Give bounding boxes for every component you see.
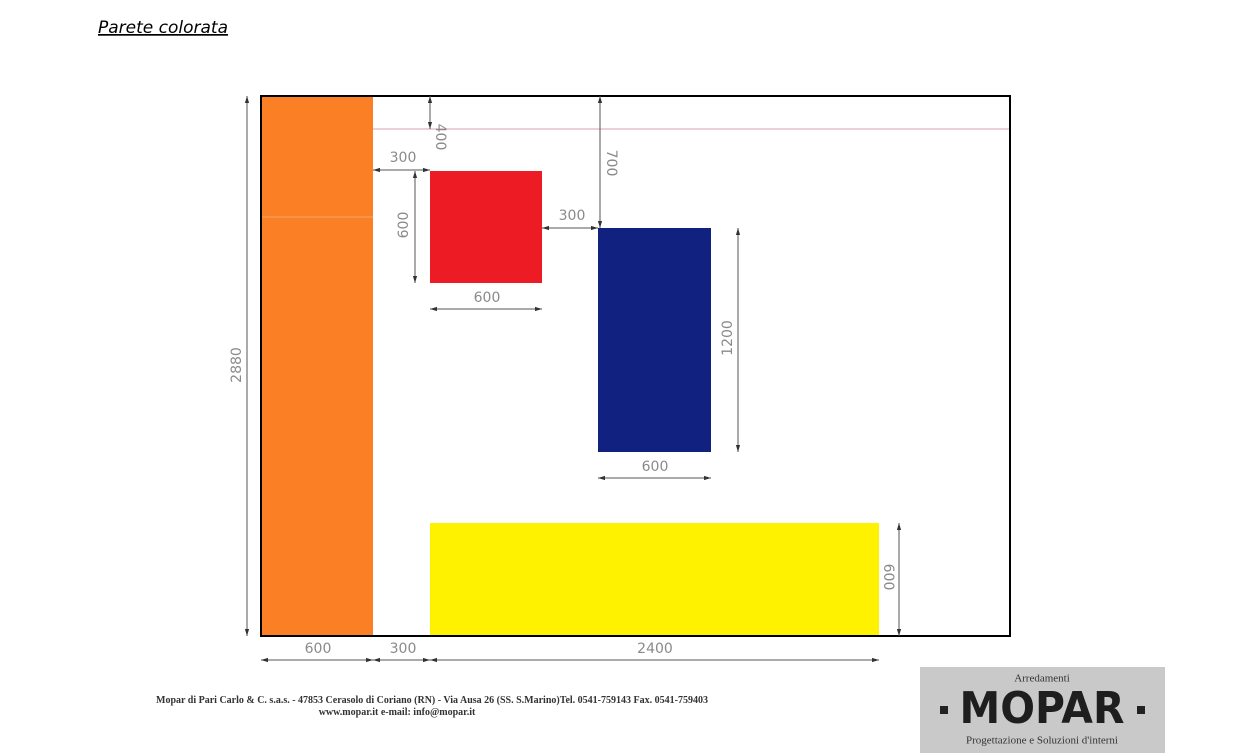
dimension-label: 2880	[229, 347, 245, 383]
dimension-label: 300	[390, 150, 417, 166]
dimension-label: 600	[880, 564, 896, 591]
logo-bottom: Progettazione e Soluzioni d'interni	[966, 735, 1118, 747]
dimension-label: 2400	[637, 641, 673, 657]
dimension-label: 600	[642, 459, 669, 475]
dimension-label: 400	[432, 124, 448, 151]
red-panel	[430, 171, 542, 283]
yellow-panel	[430, 523, 879, 635]
dimension-label: 1200	[720, 320, 736, 356]
logo-top: Arredamenti	[1014, 673, 1070, 685]
footer-line: Mopar di Pari Carlo & C. s.a.s. - 47853 …	[156, 695, 708, 706]
page-title: Parete colorata	[98, 18, 228, 38]
logo: Arredamenti MOPAR Progettazione e Soluzi…	[920, 667, 1165, 753]
orange-panel	[262, 97, 373, 635]
logo-square	[1137, 706, 1145, 714]
dimension-label: 600	[396, 212, 412, 239]
dimension-label: 700	[603, 150, 619, 177]
logo-box	[920, 667, 1165, 753]
logo-name: MOPAR	[960, 683, 1125, 734]
footer-line: www.mopar.it e-mail: info@mopar.it	[319, 707, 476, 718]
dimension-label: 300	[390, 641, 417, 657]
blue-panel	[598, 228, 711, 452]
dimension-label: 600	[305, 641, 332, 657]
dimension-label: 300	[559, 208, 586, 224]
logo-square	[940, 706, 948, 714]
dimensions: 2880 400 300 600 600 300 700 1200 600 600 600 300 24…	[229, 96, 902, 663]
dimension-label: 600	[474, 290, 501, 306]
